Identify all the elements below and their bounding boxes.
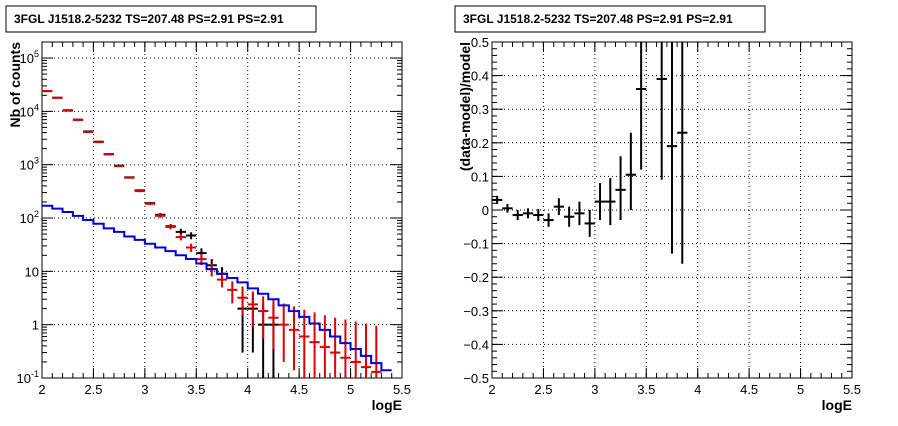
counts-y-tick-label: 103 bbox=[20, 156, 39, 173]
counts-x-tick-label: 2.5 bbox=[84, 382, 102, 397]
counts-model-points-point bbox=[63, 110, 73, 111]
counts-model-points-point bbox=[104, 154, 114, 155]
residuals-x-tick-labels: 2 2.5 3 3.5 4 4.5 5 5.5 bbox=[488, 382, 861, 397]
counts-x-tick-label: 5.5 bbox=[393, 382, 411, 397]
residuals-y-tick-label: 0 bbox=[482, 203, 489, 218]
counts-x-tick-label: 3 bbox=[141, 382, 148, 397]
counts-x-tick-label: 4 bbox=[244, 382, 251, 397]
residuals-x-tick-label: 5 bbox=[797, 382, 804, 397]
counts-plot-frame bbox=[42, 42, 402, 378]
counts-y-axis-title: Nb of counts bbox=[7, 42, 23, 128]
counts-y-tick-label: 10-1 bbox=[17, 369, 39, 386]
residuals-y-tick-label: 0.5 bbox=[471, 35, 489, 50]
residuals-x-tick-label: 3 bbox=[591, 382, 598, 397]
residuals-y-tick-label: −0.2 bbox=[463, 270, 489, 285]
counts-panel: 3FGL J1518.2-5232 TS=207.48 PS=2.91 PS=2… bbox=[6, 6, 411, 413]
counts-model-points-point bbox=[114, 165, 124, 166]
residuals-y-tick-label: −0.1 bbox=[463, 237, 489, 252]
counts-x-tick-labels: 2 2.5 3 3.5 4 4.5 5 5.5 bbox=[38, 382, 411, 397]
residuals-x-tick-label: 5.5 bbox=[843, 382, 861, 397]
residuals-title: 3FGL J1518.2-5232 TS=207.48 PS=2.91 PS=2… bbox=[463, 12, 733, 26]
residuals-y-tick-label: −0.5 bbox=[463, 371, 489, 386]
counts-model-points-point bbox=[73, 119, 83, 120]
counts-model-points-point bbox=[145, 203, 155, 206]
counts-x-tick-label: 3.5 bbox=[187, 382, 205, 397]
residuals-y-axis-title: (data-model)/model bbox=[457, 42, 473, 171]
residuals-x-tick-label: 4 bbox=[694, 382, 701, 397]
residuals-y-tick-label: 0.3 bbox=[471, 102, 489, 117]
residuals-panel: 3FGL J1518.2-5232 TS=207.48 PS=2.91 PS=2… bbox=[455, 6, 861, 413]
residuals-y-tick-label: 0.2 bbox=[471, 136, 489, 151]
residuals-y-tick-label: −0.3 bbox=[463, 304, 489, 319]
counts-model-points-point bbox=[93, 142, 103, 143]
counts-model-points-point bbox=[42, 91, 52, 92]
counts-model-points-point bbox=[83, 131, 93, 132]
residuals-y-tick-label: 0.4 bbox=[471, 69, 489, 84]
counts-model-points-point bbox=[124, 177, 134, 179]
counts-model-points-point bbox=[135, 190, 145, 192]
counts-x-tick-label: 2 bbox=[38, 382, 45, 397]
residuals-y-tick-label: 0.1 bbox=[471, 169, 489, 184]
counts-y-tick-label: 102 bbox=[20, 209, 39, 226]
residuals-x-tick-label: 2.5 bbox=[534, 382, 552, 397]
counts-x-tick-label: 5 bbox=[347, 382, 354, 397]
residuals-x-tick-label: 3.5 bbox=[637, 382, 655, 397]
counts-y-tick-label: 1 bbox=[32, 318, 39, 333]
counts-y-tick-label: 10 bbox=[25, 264, 39, 279]
counts-x-axis-title: logE bbox=[372, 397, 402, 413]
residuals-x-tick-label: 2 bbox=[488, 382, 495, 397]
residuals-y-tick-label: −0.4 bbox=[463, 337, 489, 352]
counts-x-tick-label: 4.5 bbox=[290, 382, 308, 397]
counts-title: 3FGL J1518.2-5232 TS=207.48 PS=2.91 PS=2… bbox=[14, 12, 284, 26]
counts-model-points-point bbox=[52, 97, 62, 98]
residuals-x-tick-label: 4.5 bbox=[740, 382, 758, 397]
residuals-x-axis-title: logE bbox=[822, 397, 852, 413]
